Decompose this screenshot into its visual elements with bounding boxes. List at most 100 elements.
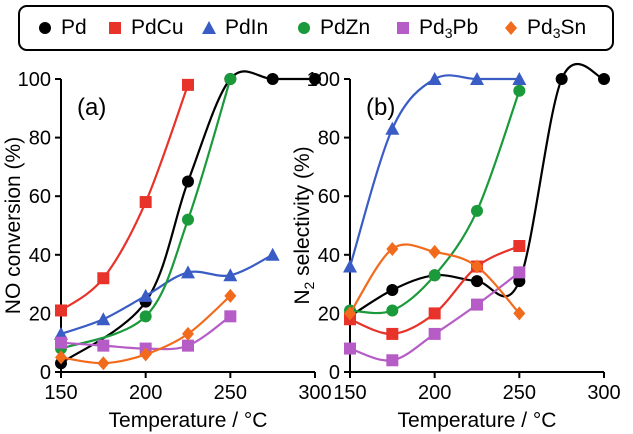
x-tick-label: 300 xyxy=(587,382,620,404)
x-tick-label: 250 xyxy=(214,382,247,404)
legend: Pd PdCu PdIn PdZn Pd3Pb Pd3Sn xyxy=(18,5,614,51)
data-point xyxy=(97,339,110,352)
legend-item-pd3pb: Pd3Pb xyxy=(394,7,478,49)
y-tick-label: 100 xyxy=(18,69,51,91)
data-point xyxy=(97,356,110,371)
data-point xyxy=(266,73,279,85)
data-point xyxy=(224,310,237,323)
data-point xyxy=(223,268,238,282)
data-point xyxy=(182,78,194,91)
data-point xyxy=(97,272,110,285)
legend-item-pdin: PdIn xyxy=(200,7,268,49)
data-point xyxy=(96,312,111,326)
data-point xyxy=(182,175,194,188)
x-axis-label: Temperature / °C xyxy=(398,409,557,432)
data-point xyxy=(343,259,357,273)
x-tick-label: 300 xyxy=(298,382,331,404)
data-point xyxy=(54,326,68,340)
legend-item-pdcu: PdCu xyxy=(106,7,184,49)
series-line xyxy=(60,78,232,350)
x-tick-label: 200 xyxy=(418,382,451,404)
data-point xyxy=(386,283,399,296)
data-point xyxy=(512,72,527,85)
series-pdcu xyxy=(55,78,194,317)
data-point xyxy=(471,298,483,311)
y-axis-label: N2 selectivity (%) xyxy=(291,146,317,304)
y-tick-label: 0 xyxy=(40,362,51,384)
legend-item-pd3sn: Pd3Sn xyxy=(502,7,586,49)
series-line xyxy=(349,90,521,315)
series-pd3sn xyxy=(344,241,526,321)
data-point xyxy=(265,247,280,261)
data-point xyxy=(471,259,483,274)
x-axis-label: Temperature / °C xyxy=(109,409,268,432)
legend-label: PdZn xyxy=(320,16,371,39)
y-tick-label: 60 xyxy=(29,186,51,208)
data-point xyxy=(471,275,483,288)
x-tick-label: 150 xyxy=(44,382,77,404)
series-pd3pb xyxy=(344,266,526,367)
chart-panel-b: 0 20 40 60 80 100 150 200 250 300 Temperature / °C… xyxy=(291,63,621,432)
data-point xyxy=(428,327,441,340)
legend-marker-shape xyxy=(397,22,409,34)
legend-marker-shape xyxy=(505,21,517,35)
legend-label: Pd3Sn xyxy=(527,15,587,41)
data-point xyxy=(55,350,67,365)
data-point xyxy=(513,306,526,321)
y-tick-label: 80 xyxy=(318,128,340,150)
data-point xyxy=(224,73,237,85)
legend-marker-circle-icon xyxy=(298,22,310,34)
data-point xyxy=(386,354,399,367)
chart-panel-a: 0 20 40 60 80 100 150 200 250 300 Temperature / °C… xyxy=(2,69,332,432)
y-axis-label: NO conversion (%) xyxy=(2,137,25,314)
data-point xyxy=(139,196,152,209)
data-point xyxy=(385,121,400,135)
series-pd3sn xyxy=(55,288,237,371)
data-point xyxy=(555,73,568,85)
data-point xyxy=(428,307,441,320)
y-tick-label: 20 xyxy=(318,303,340,325)
data-point xyxy=(182,339,194,352)
data-point xyxy=(309,73,321,85)
legend-marker-shape xyxy=(109,22,121,34)
series-line xyxy=(348,74,520,267)
series-line xyxy=(60,84,190,312)
legend-label: PdCu xyxy=(131,16,184,39)
y-tick-label: 100 xyxy=(307,69,340,91)
legend-marker-square-icon xyxy=(397,22,409,34)
legend-marker-square-icon xyxy=(109,22,121,34)
panel-label: (a) xyxy=(77,94,106,121)
data-point xyxy=(427,72,442,85)
legend-marker-diamond-icon xyxy=(505,21,517,35)
data-point xyxy=(386,304,399,317)
data-point xyxy=(598,73,610,85)
legend-marker-shape xyxy=(298,22,310,34)
series-pdzn xyxy=(55,73,237,355)
data-point xyxy=(224,288,237,303)
y-tick-label: 20 xyxy=(29,303,51,325)
data-point xyxy=(138,288,153,302)
x-tick-label: 150 xyxy=(333,382,366,404)
data-point xyxy=(386,241,399,256)
y-tick-label: 40 xyxy=(318,245,340,267)
data-point xyxy=(513,84,526,97)
data-point xyxy=(513,240,526,253)
legend-marker-circle-icon xyxy=(39,22,51,34)
data-point xyxy=(344,342,356,355)
data-point xyxy=(181,265,195,279)
y-tick-label: 80 xyxy=(29,128,51,150)
data-point xyxy=(182,213,194,226)
legend-item-pdzn: PdZn xyxy=(295,7,370,49)
x-tick-label: 250 xyxy=(503,382,536,404)
data-point xyxy=(386,327,399,340)
data-point xyxy=(55,336,67,349)
data-point xyxy=(182,326,194,341)
legend-marker-shape xyxy=(39,22,51,34)
data-point xyxy=(55,304,67,317)
data-point xyxy=(428,269,441,282)
legend-marker-triangle-icon xyxy=(202,21,216,34)
data-point xyxy=(513,266,526,279)
legend-label: Pd xyxy=(61,16,87,39)
legend-label: Pd3Pb xyxy=(419,15,479,41)
